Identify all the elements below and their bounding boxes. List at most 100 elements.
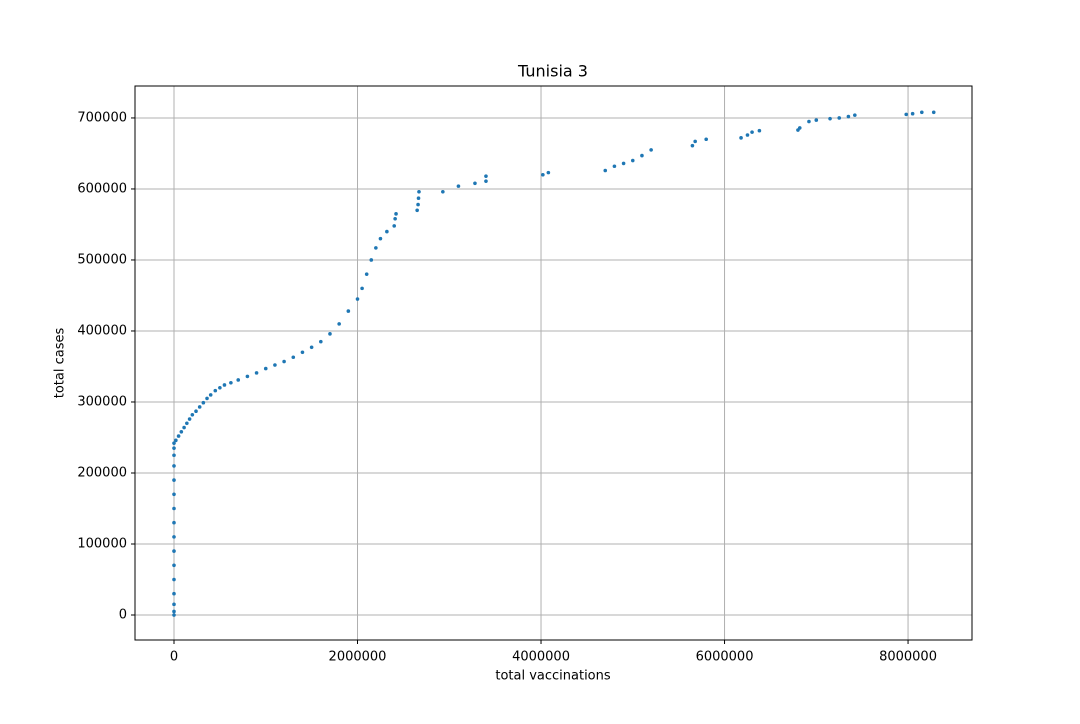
data-point [392,224,397,228]
data-point [236,378,241,382]
data-point [416,196,421,200]
x-axis-label: total vaccinations [495,669,611,684]
data-point [757,128,762,133]
data-point [172,441,176,445]
data-point [172,492,176,497]
y-tick-label: 300000 [77,394,127,409]
data-point [546,170,551,175]
data-point [417,190,421,194]
data-point [291,355,296,360]
data-point [920,110,924,115]
data-point [172,609,176,614]
data-point [385,229,389,234]
data-point [172,549,176,553]
data-point [254,371,259,375]
data-point [369,258,374,262]
data-point [649,148,653,152]
data-point [837,116,842,120]
y-axis-label: total cases [53,328,68,399]
data-point [750,130,754,134]
data-point [612,164,617,169]
data-point [187,417,192,421]
plot-frame [134,85,973,641]
y-tick-label: 100000 [77,536,127,551]
data-point [218,385,222,390]
data-point [374,246,378,250]
data-point [364,272,369,276]
data-point [846,114,851,119]
data-point [693,139,697,144]
data-point [360,286,364,291]
data-point [394,212,398,216]
data-point [328,332,332,336]
x-tick-label: 4000000 [512,650,570,665]
data-point [309,345,314,350]
data-point [176,434,181,438]
data-point [174,438,178,443]
data-point [541,172,545,177]
data-point [416,202,420,207]
data-point [208,393,213,397]
y-tick-label: 600000 [77,181,127,196]
data-point [300,350,305,355]
data-point [441,190,445,194]
data-point [393,216,397,221]
data-point [194,409,198,414]
data-point [484,179,488,183]
x-tick-label: 8000000 [879,650,937,665]
data-point [473,181,477,186]
data-point [197,405,202,409]
data-point [172,506,176,511]
data-point [263,366,268,371]
data-point [172,535,176,539]
data-point [415,208,419,213]
x-tick-label: 2000000 [329,650,387,665]
data-point [690,143,695,148]
data-point [904,112,909,117]
data-point [319,339,323,344]
data-point [172,577,176,582]
y-tick-label: 700000 [77,110,127,125]
data-point [182,425,186,430]
data-point [807,119,811,124]
data-point [739,136,743,140]
data-point [346,309,351,313]
data-point [355,297,360,301]
data-point [640,153,644,158]
data-point [621,161,626,166]
data-point [185,421,189,426]
data-point [910,111,915,116]
data-point [172,478,176,482]
data-point [172,464,176,468]
y-tick-label: 0 [119,608,127,623]
y-tick-label: 200000 [77,465,127,480]
data-point [245,374,250,379]
data-point [337,322,341,326]
data-point [828,116,832,121]
data-point [229,381,233,385]
data-point [190,412,195,417]
data-point [172,446,176,450]
data-point [704,137,708,142]
data-point [484,174,488,178]
data-point [172,453,176,458]
data-point [222,383,227,387]
data-point [273,363,277,367]
data-point [630,158,635,163]
chart-title: Tunisia 3 [517,62,588,81]
data-point [205,396,209,401]
x-tick-label: 6000000 [696,650,754,665]
data-point [201,400,206,405]
data-point [213,388,218,393]
data-point [814,118,819,122]
x-tick-label: 0 [170,650,178,665]
y-tick-label: 500000 [77,252,127,267]
y-tick-label: 400000 [77,323,127,338]
data-point [179,430,184,434]
data-point [172,613,176,617]
data-point [282,359,286,364]
data-point [172,563,176,568]
data-point [456,184,461,188]
